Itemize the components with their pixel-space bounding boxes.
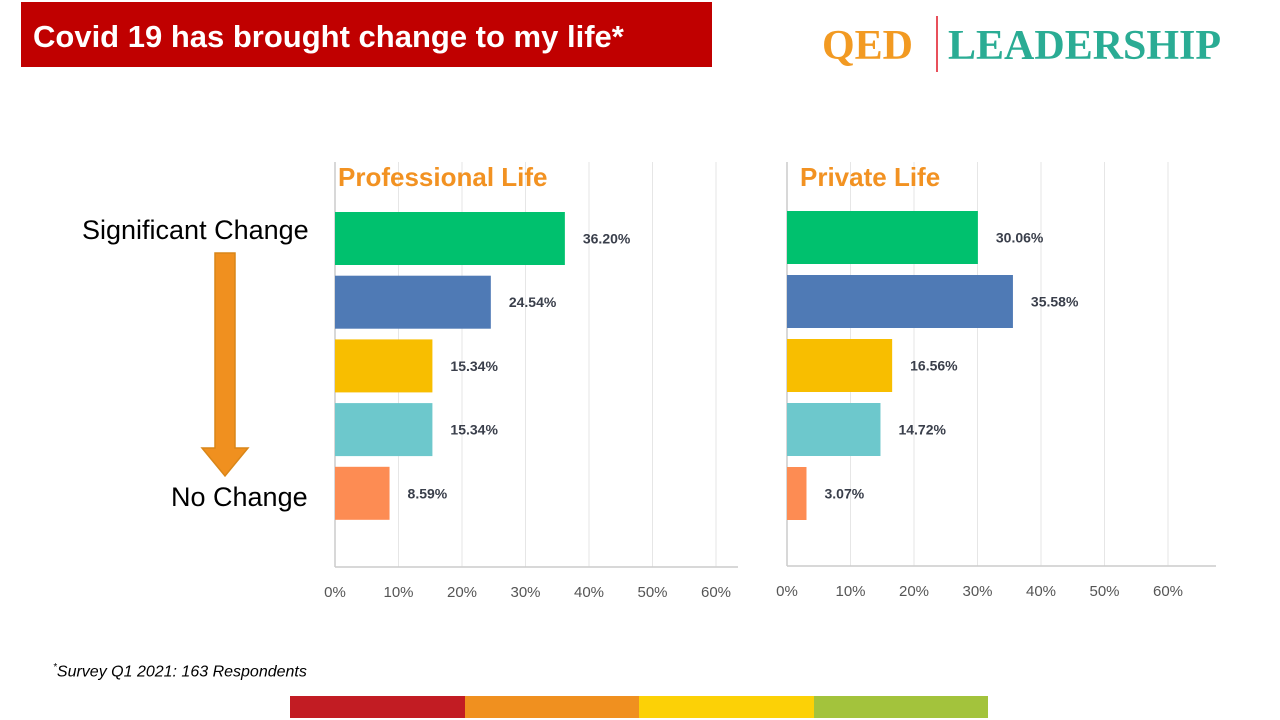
title-banner: Covid 19 has brought change to my life* [21,2,712,67]
x-tick-label: 10% [383,584,413,601]
x-tick-label: 60% [701,584,731,601]
footnote-text: Survey Q1 2021: 163 Respondents [56,663,307,681]
bar-value-label: 24.54% [509,294,557,310]
bar-2 [787,275,1013,328]
bar-value-label: 15.34% [450,358,498,374]
qed-leadership-logo: QED LEADERSHIP [822,14,1252,74]
x-tick-label: 20% [447,584,477,601]
down-arrow-icon [200,252,250,478]
bar-value-label: 16.56% [910,358,958,374]
x-tick-label: 40% [574,584,604,601]
private-life-chart-svg: 0% 10% 20% 30% 40% 50% 60% 30.06% 35.58% 16.56% 14… [776,162,1216,600]
logo-divider [936,16,938,72]
bar-value-label: 14.72% [898,422,946,438]
bar-value-label: 8.59% [408,485,448,501]
no-change-label: No Change [171,482,308,512]
bar-4 [335,403,433,457]
private-life-chart: Private Life 0% 10% 20% 30% 40% 50% 60% 30.06% 3… [776,160,1222,610]
x-tick-label: 40% [1026,583,1056,600]
bar-1 [787,211,978,264]
x-tick-label: 10% [835,583,865,600]
professional-life-chart: Professional Life 0% 10% 20% 30% 40% 50% 60% 36… [324,160,760,610]
x-tick-label: 0% [324,584,346,601]
professional-life-chart-title: Professional Life [338,162,548,192]
color-stripe-green [814,696,988,718]
bar-value-label: 35.58% [1031,294,1079,310]
private-life-chart-title: Private Life [800,162,941,192]
x-tick-label: 20% [899,583,929,600]
bar-value-label: 15.34% [450,422,498,438]
color-stripe-yellow [639,696,814,718]
bar-3 [787,339,893,392]
bar-5 [787,467,807,520]
footnote: *Survey Q1 2021: 163 Respondents [53,662,307,681]
x-tick-label: 30% [962,583,992,600]
logo-qed-text: QED [822,23,914,69]
color-stripe-red [290,696,465,718]
bar-1 [335,212,565,265]
bar-2 [335,275,491,329]
bar-value-label: 3.07% [824,486,864,502]
bar-4 [787,403,881,456]
page-title: Covid 19 has brought change to my life* [33,19,624,54]
x-tick-label: 60% [1153,583,1183,600]
x-tick-label: 50% [637,584,667,601]
x-tick-label: 0% [776,583,798,600]
logo-leadership-text: LEADERSHIP [948,23,1222,69]
bar-5 [335,466,390,520]
bar-3 [335,339,433,393]
x-tick-label: 50% [1089,583,1119,600]
significant-change-label: Significant Change [82,215,309,245]
bar-value-label: 30.06% [996,230,1044,246]
x-tick-label: 30% [510,584,540,601]
color-stripe-orange [465,696,639,718]
footnote-marker: * [53,662,57,673]
bar-value-label: 36.20% [583,231,631,247]
professional-life-chart-svg: 0% 10% 20% 30% 40% 50% 60% 36.20% 24.54% 15.34% 15… [324,162,738,601]
